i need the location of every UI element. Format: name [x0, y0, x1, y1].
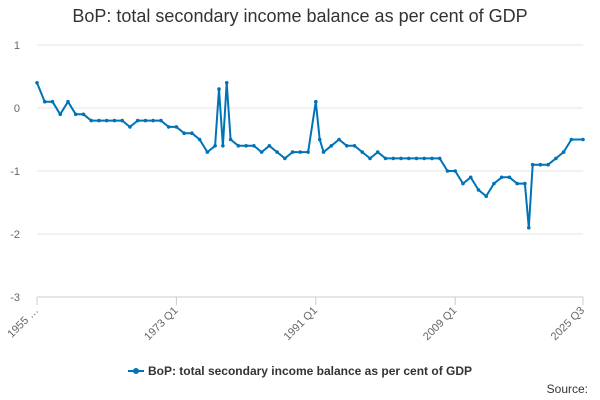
data-point[interactable] [205, 150, 210, 154]
data-point[interactable] [166, 125, 171, 129]
data-point[interactable] [213, 144, 217, 148]
data-point[interactable] [42, 99, 47, 104]
data-point[interactable] [337, 137, 341, 142]
data-point[interactable] [461, 181, 465, 186]
data-point[interactable] [151, 118, 155, 123]
data-point[interactable] [507, 175, 512, 180]
gridlines [37, 44, 583, 298]
data-point[interactable] [290, 150, 295, 154]
data-point[interactable] [128, 125, 132, 129]
data-point[interactable] [197, 137, 202, 142]
data-point[interactable] [259, 150, 264, 154]
data-point[interactable] [217, 87, 221, 91]
data-point[interactable] [445, 169, 450, 173]
x-tick-label: 1955 … [5, 305, 41, 341]
data-point[interactable] [430, 156, 434, 161]
data-point[interactable] [120, 118, 124, 123]
data-point[interactable] [317, 137, 322, 142]
data-point[interactable] [352, 144, 357, 148]
data-point[interactable] [81, 112, 86, 117]
data-point[interactable] [58, 112, 63, 117]
data-point[interactable] [50, 99, 55, 104]
data-point[interactable] [523, 181, 527, 186]
data-point[interactable] [554, 156, 558, 161]
data-point[interactable] [406, 156, 411, 161]
data-point[interactable] [221, 144, 225, 148]
y-axis: 1 0 -1 -2 -3 [10, 40, 20, 304]
data-point[interactable] [97, 118, 101, 123]
data-point[interactable] [314, 99, 318, 104]
data-point[interactable] [383, 156, 388, 161]
data-point[interactable] [492, 181, 496, 186]
x-axis: 1955 … 1973 Q1 1991 Q1 2009 Q1 2025 Q3 [5, 296, 587, 343]
x-tick-label: 1991 Q1 [282, 305, 320, 343]
data-point[interactable] [252, 144, 256, 148]
data-point[interactable] [476, 188, 481, 192]
data-point[interactable] [228, 137, 233, 142]
y-tick-label: -3 [10, 292, 20, 304]
data-point[interactable] [530, 162, 535, 167]
data-point[interactable] [159, 118, 163, 123]
data-point[interactable] [581, 137, 585, 142]
data-point[interactable] [298, 150, 303, 154]
data-point[interactable] [561, 150, 566, 154]
data-point[interactable] [375, 150, 380, 154]
data-point[interactable] [306, 150, 310, 154]
data-point[interactable] [399, 156, 403, 161]
data-point[interactable] [236, 144, 241, 148]
data-point[interactable] [174, 125, 179, 129]
x-tick-label: 1973 Q1 [142, 305, 180, 343]
data-point[interactable] [360, 150, 365, 154]
data-point[interactable] [143, 118, 148, 123]
data-point[interactable] [35, 81, 39, 85]
data-point[interactable] [267, 144, 272, 148]
data-point[interactable] [73, 112, 78, 117]
data-point[interactable] [499, 175, 504, 180]
data-point[interactable] [391, 156, 396, 161]
data-point[interactable] [422, 156, 427, 161]
data-point[interactable] [275, 150, 279, 154]
data-point[interactable] [104, 118, 109, 123]
chart-title: BoP: total secondary income balance as p… [72, 6, 528, 26]
data-point[interactable] [182, 131, 186, 135]
source-label: Source: [546, 382, 588, 396]
data-point[interactable] [224, 81, 229, 85]
data-point[interactable] [135, 118, 140, 123]
data-point[interactable] [515, 181, 519, 186]
data-point[interactable] [437, 156, 442, 161]
data-point[interactable] [112, 118, 117, 123]
data-point[interactable] [468, 175, 473, 180]
data-point[interactable] [546, 162, 550, 167]
data-point[interactable] [453, 169, 458, 173]
x-tick-label: 2009 Q1 [421, 305, 459, 343]
data-point[interactable] [321, 150, 326, 154]
data-point[interactable] [569, 137, 574, 142]
y-tick-label: -2 [10, 229, 20, 241]
y-tick-label: 0 [14, 103, 20, 115]
data-point[interactable] [344, 144, 349, 148]
data-point[interactable] [368, 156, 372, 161]
legend-line-marker-icon [127, 366, 144, 376]
data-point[interactable] [66, 99, 70, 104]
data-point[interactable] [414, 156, 419, 161]
series-line[interactable] [36, 81, 583, 229]
data-point[interactable] [89, 118, 94, 123]
data-point[interactable] [244, 144, 248, 148]
data-point[interactable] [190, 131, 194, 135]
series-layer [35, 81, 585, 230]
legend-label: BoP: total secondary income balance as p… [147, 364, 473, 378]
x-tick-label: 2025 Q3 [549, 305, 587, 343]
data-point[interactable] [538, 162, 543, 167]
data-point[interactable] [283, 156, 287, 161]
legend[interactable]: BoP: total secondary income balance as p… [0, 364, 600, 379]
data-point[interactable] [329, 144, 334, 148]
data-point[interactable] [526, 225, 531, 230]
data-point[interactable] [484, 194, 488, 198]
y-tick-label: 1 [14, 40, 20, 52]
y-tick-label: -1 [10, 166, 20, 178]
